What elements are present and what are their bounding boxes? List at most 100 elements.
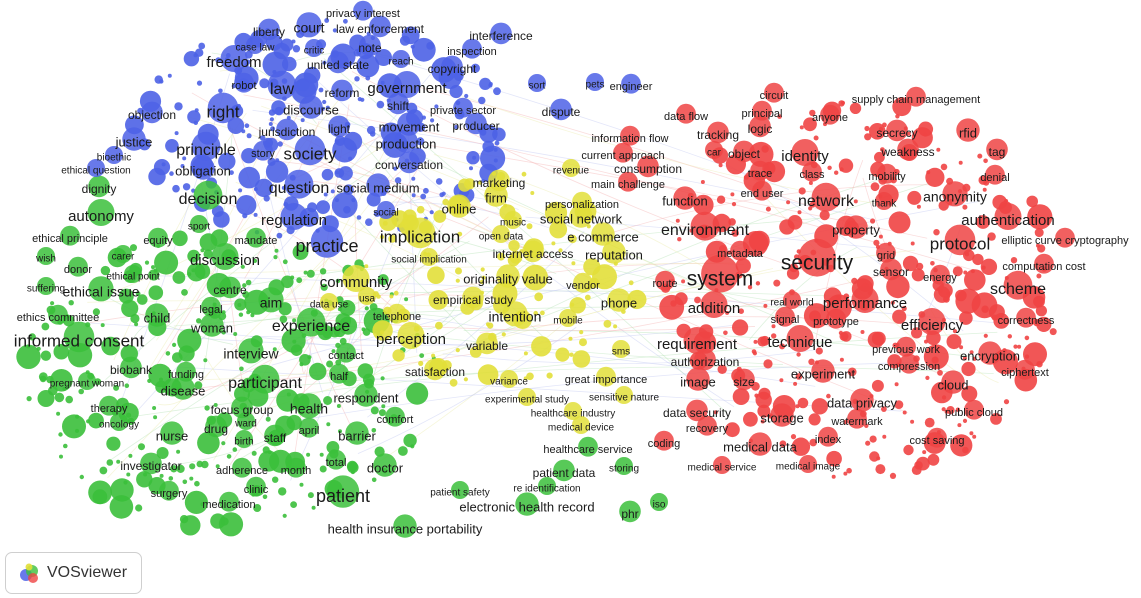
green-term-node[interactable] <box>48 304 68 325</box>
green-term-node[interactable] <box>264 424 286 447</box>
blue-term-node[interactable] <box>191 156 215 180</box>
blue-term-node[interactable] <box>550 98 572 121</box>
blue-term-node[interactable] <box>258 18 280 41</box>
green-term-node[interactable] <box>190 215 208 233</box>
blue-term-node[interactable] <box>207 92 239 124</box>
blue-term-node[interactable] <box>586 73 604 91</box>
yellow-term-node[interactable] <box>387 303 407 324</box>
green-term-node[interactable] <box>246 227 266 248</box>
green-term-node[interactable] <box>385 406 405 427</box>
blue-term-node[interactable] <box>87 159 105 177</box>
green-term-node[interactable] <box>393 514 417 538</box>
yellow-term-node[interactable] <box>591 222 615 246</box>
red-term-node[interactable] <box>673 186 697 210</box>
blue-term-node[interactable] <box>305 39 323 57</box>
yellow-term-node[interactable] <box>397 322 425 349</box>
green-term-node[interactable] <box>354 383 378 407</box>
red-term-node[interactable] <box>985 164 1005 185</box>
yellow-term-node[interactable] <box>462 286 484 309</box>
green-term-node[interactable] <box>299 417 319 438</box>
blue-term-node[interactable] <box>453 97 473 118</box>
green-term-node[interactable] <box>238 338 264 364</box>
blue-term-node[interactable] <box>122 127 146 151</box>
blue-term-node[interactable] <box>105 146 123 164</box>
blue-term-node[interactable] <box>465 112 487 135</box>
red-term-node[interactable] <box>707 121 729 144</box>
red-term-node[interactable] <box>799 455 817 473</box>
red-term-node[interactable] <box>783 291 801 309</box>
blue-term-node[interactable] <box>387 92 409 115</box>
yellow-term-node[interactable] <box>518 388 536 406</box>
yellow-term-node[interactable] <box>602 240 626 264</box>
red-term-node[interactable] <box>876 242 896 263</box>
yellow-term-node[interactable] <box>320 293 338 311</box>
red-term-node[interactable] <box>733 368 755 391</box>
red-term-node[interactable] <box>956 118 980 142</box>
red-term-node[interactable] <box>875 192 893 210</box>
red-term-node[interactable] <box>700 291 728 318</box>
green-term-node[interactable] <box>201 296 221 317</box>
red-term-node[interactable] <box>918 308 946 335</box>
red-term-node[interactable] <box>818 426 838 447</box>
yellow-term-node[interactable] <box>447 194 471 218</box>
yellow-term-node[interactable] <box>502 301 528 327</box>
blue-term-node[interactable] <box>393 71 421 98</box>
blue-term-node[interactable] <box>328 115 350 138</box>
green-term-node[interactable] <box>619 500 641 523</box>
green-term-node[interactable] <box>148 227 168 248</box>
red-term-node[interactable] <box>1003 270 1033 300</box>
blue-term-node[interactable] <box>267 70 297 100</box>
red-term-node[interactable] <box>770 403 794 427</box>
blue-term-node[interactable] <box>141 101 163 124</box>
green-term-node[interactable] <box>160 421 184 445</box>
yellow-term-node[interactable] <box>358 287 376 305</box>
yellow-term-node[interactable] <box>573 272 593 293</box>
green-term-node[interactable] <box>171 376 195 400</box>
green-term-node[interactable] <box>258 287 284 313</box>
red-term-node[interactable] <box>620 125 640 146</box>
red-term-node[interactable] <box>690 211 720 241</box>
red-term-node[interactable] <box>906 86 926 107</box>
green-term-node[interactable] <box>88 276 114 302</box>
red-term-node[interactable] <box>886 119 908 142</box>
green-term-node[interactable] <box>538 477 556 495</box>
green-term-node[interactable] <box>68 256 88 277</box>
yellow-term-node[interactable] <box>572 416 590 434</box>
red-term-node[interactable] <box>941 370 965 394</box>
green-term-node[interactable] <box>78 372 96 390</box>
red-term-node[interactable] <box>637 155 659 178</box>
blue-term-node[interactable] <box>353 0 373 21</box>
red-term-node[interactable] <box>1055 227 1075 248</box>
red-term-node[interactable] <box>994 203 1022 230</box>
red-term-node[interactable] <box>705 141 723 159</box>
vosviewer-badge[interactable]: VOSviewer <box>5 552 142 594</box>
green-term-node[interactable] <box>159 480 179 501</box>
green-term-node[interactable] <box>110 413 128 431</box>
blue-term-node[interactable] <box>394 129 418 153</box>
blue-term-node[interactable] <box>310 225 344 258</box>
blue-term-node[interactable] <box>490 22 512 45</box>
red-term-node[interactable] <box>877 163 897 184</box>
red-term-node[interactable] <box>655 270 675 291</box>
blue-term-node[interactable] <box>276 118 298 141</box>
green-term-node[interactable] <box>451 481 469 499</box>
yellow-term-node[interactable] <box>488 169 510 192</box>
yellow-term-node[interactable] <box>420 248 438 266</box>
green-term-node[interactable] <box>87 199 115 226</box>
green-term-node[interactable] <box>296 393 322 419</box>
blue-term-node[interactable] <box>234 72 254 93</box>
blue-term-node[interactable] <box>366 173 390 197</box>
blue-term-node[interactable] <box>284 169 314 199</box>
blue-term-node[interactable] <box>294 134 326 166</box>
yellow-term-node[interactable] <box>572 191 592 212</box>
red-term-node[interactable] <box>676 103 696 124</box>
yellow-term-node[interactable] <box>615 386 633 404</box>
yellow-term-node[interactable] <box>504 211 522 229</box>
green-term-node[interactable] <box>114 245 132 263</box>
red-term-node[interactable] <box>880 258 902 281</box>
red-term-node[interactable] <box>752 180 772 201</box>
green-term-node[interactable] <box>193 180 223 210</box>
blue-term-node[interactable] <box>528 74 546 92</box>
blue-term-node[interactable] <box>377 201 395 219</box>
